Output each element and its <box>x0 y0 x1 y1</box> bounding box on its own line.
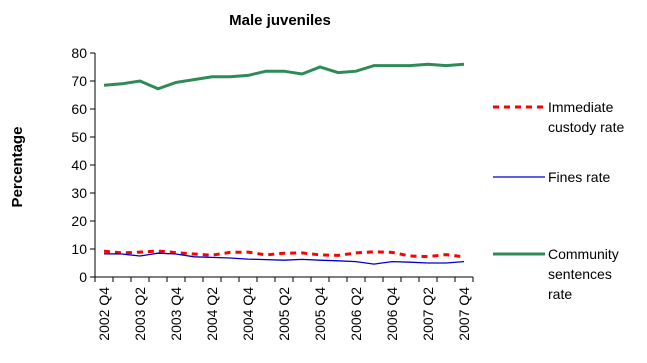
series-lines <box>103 62 465 265</box>
x-tick-label: 2004 Q2 <box>204 287 220 341</box>
y-tick-label: 0 <box>79 269 87 285</box>
x-tick-label: 2006 Q4 <box>384 287 400 341</box>
chart-title: Male juveniles <box>229 12 331 29</box>
x-tick-label: 2007 Q2 <box>420 287 436 341</box>
series-line-1 <box>103 252 465 265</box>
x-tick-label: 2005 Q2 <box>276 287 292 341</box>
x-tick-label: 2007 Q4 <box>456 287 472 341</box>
y-axis: 0 10 20 30 40 50 60 70 80 <box>71 45 96 285</box>
y-tick-label: 50 <box>71 129 87 145</box>
y-tick-label: 20 <box>71 213 87 229</box>
x-tick-label: 2004 Q4 <box>240 287 256 341</box>
x-tick-label: 2005 Q4 <box>312 287 328 341</box>
x-tick-label: 2002 Q4 <box>96 287 112 341</box>
y-axis-label: Percentage <box>9 127 26 208</box>
y-tick-label: 80 <box>71 45 87 61</box>
legend-label-2: Community <box>548 246 619 262</box>
legend-label-1: Fines rate <box>548 169 610 185</box>
legend-label-0: custody rate <box>548 119 624 135</box>
legend: Immediate custody rate Fines rate Community… <box>493 99 624 302</box>
x-tick-label: 2006 Q2 <box>348 287 364 341</box>
x-tick-label: 2003 Q4 <box>168 287 184 341</box>
y-tick-label: 60 <box>71 101 87 117</box>
y-tick-label: 10 <box>71 241 87 257</box>
x-axis: 2002 Q4 2003 Q2 2003 Q4 2004 Q2 2004 Q4 2005 … <box>94 276 474 341</box>
legend-label-2: sentences <box>548 266 612 282</box>
series-line-0 <box>103 249 465 259</box>
y-tick-label: 30 <box>71 185 87 201</box>
y-tick-label: 40 <box>71 157 87 173</box>
x-tick-label: 2003 Q2 <box>132 287 148 341</box>
legend-label-2: rate <box>548 286 572 302</box>
series-line-2 <box>103 62 465 91</box>
y-tick-label: 70 <box>71 73 87 89</box>
legend-label-0: Immediate <box>548 99 614 115</box>
